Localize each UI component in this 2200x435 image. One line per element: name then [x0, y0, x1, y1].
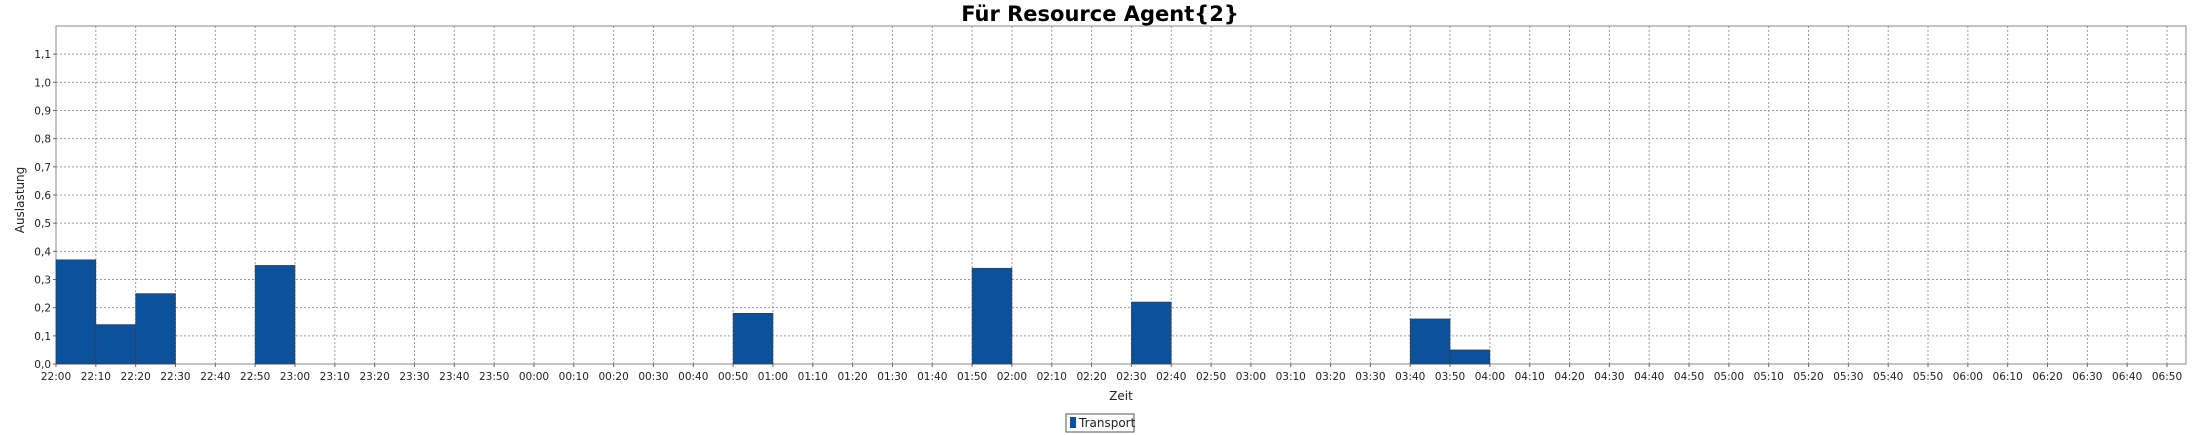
x-tick-label: 04:20 — [1554, 371, 1584, 383]
x-tick-label: 03:30 — [1355, 371, 1385, 383]
y-tick-label: 0,8 — [34, 134, 51, 146]
x-tick-label: 23:20 — [360, 371, 390, 383]
y-tick-label: 0,5 — [34, 218, 51, 230]
y-axis: 0,0 0,1 0,2 0,3 0,4 0,5 0,6 0,7 0,8 0,9 1,0 1,1 — [34, 49, 56, 371]
y-tick-label: 0,4 — [34, 246, 51, 258]
y-tick-label: 0,3 — [34, 275, 51, 287]
x-tick-label: 02:00 — [997, 371, 1027, 383]
bar — [95, 324, 136, 365]
y-tick-label: 0,1 — [34, 331, 51, 343]
x-tick-label: 02:20 — [1076, 371, 1106, 383]
x-tick-label: 04:00 — [1475, 371, 1505, 383]
bar — [971, 267, 1013, 365]
x-tick-label: 03:50 — [1435, 371, 1465, 383]
x-tick-label: 22:50 — [240, 371, 270, 383]
x-tick-label: 05:20 — [1793, 371, 1823, 383]
y-axis-title: Auslastung — [13, 167, 27, 234]
bar — [55, 259, 97, 365]
x-axis: 22:00 22:10 22:20 22:30 22:40 22:50 23:00 23:10… — [41, 364, 2182, 383]
x-tick-label: 22:30 — [160, 371, 190, 383]
x-tick-label: 05:10 — [1754, 371, 1784, 383]
x-tick-label: 01:40 — [917, 371, 947, 383]
y-tick-label: 1,1 — [34, 49, 51, 61]
x-tick-label: 03:10 — [1276, 371, 1306, 383]
x-tick-label: 01:50 — [957, 371, 987, 383]
bar — [1131, 301, 1172, 365]
x-tick-label: 02:30 — [1116, 371, 1146, 383]
x-tick-label: 04:10 — [1515, 371, 1545, 383]
x-tick-label: 04:30 — [1594, 371, 1624, 383]
x-tick-label: 05:00 — [1714, 371, 1744, 383]
legend: Transport — [1065, 413, 1136, 433]
x-tick-label: 05:50 — [1913, 371, 1943, 383]
y-tick-label: 0,2 — [34, 303, 51, 315]
y-tick-label: 0,7 — [34, 162, 51, 174]
x-tick-label: 00:20 — [598, 371, 628, 383]
legend-box — [1065, 413, 1135, 433]
x-tick-label: 01:10 — [798, 371, 828, 383]
x-tick-label: 03:00 — [1236, 371, 1266, 383]
legend-label: Transport — [1078, 416, 1136, 430]
x-tick-label: 23:50 — [479, 371, 509, 383]
x-tick-label: 22:10 — [81, 371, 111, 383]
chart-title: Für Resource Agent{2} — [961, 2, 1239, 26]
y-tick-label: 1,0 — [34, 77, 51, 89]
bar — [135, 293, 176, 365]
x-tick-label: 23:10 — [320, 371, 350, 383]
x-tick-label: 23:30 — [399, 371, 429, 383]
x-tick-label: 23:40 — [439, 371, 469, 383]
x-tick-label: 06:50 — [2152, 371, 2182, 383]
bar — [254, 265, 296, 365]
x-tick-label: 05:30 — [1833, 371, 1863, 383]
grid — [56, 26, 2186, 364]
bar — [1449, 349, 1491, 365]
x-tick-label: 03:20 — [1315, 371, 1345, 383]
x-tick-label: 01:20 — [837, 371, 867, 383]
x-tick-label: 01:30 — [877, 371, 907, 383]
x-tick-label: 06:20 — [2032, 371, 2062, 383]
x-axis-title: Zeit — [1109, 389, 1133, 403]
x-tick-label: 04:40 — [1634, 371, 1664, 383]
x-tick-label: 23:00 — [280, 371, 310, 383]
bars — [55, 259, 1491, 365]
legend-swatch — [1070, 417, 1076, 428]
x-tick-label: 00:10 — [559, 371, 589, 383]
x-tick-label: 03:40 — [1395, 371, 1425, 383]
x-tick-label: 22:00 — [41, 371, 71, 383]
x-tick-label: 06:10 — [1993, 371, 2023, 383]
x-tick-label: 01:00 — [758, 371, 788, 383]
x-tick-label: 05:40 — [1873, 371, 1903, 383]
x-tick-label: 06:00 — [1953, 371, 1983, 383]
x-tick-label: 00:40 — [678, 371, 708, 383]
x-tick-label: 02:50 — [1196, 371, 1226, 383]
x-tick-label: 00:30 — [638, 371, 668, 383]
y-tick-label: 0,6 — [34, 190, 51, 202]
x-tick-label: 06:30 — [2072, 371, 2102, 383]
x-tick-label: 02:40 — [1156, 371, 1186, 383]
bar — [732, 312, 774, 365]
x-tick-label: 22:20 — [121, 371, 151, 383]
y-tick-label: 0,0 — [34, 359, 51, 371]
x-tick-label: 22:40 — [200, 371, 230, 383]
x-tick-label: 04:50 — [1674, 371, 1704, 383]
bar — [1409, 318, 1451, 365]
x-tick-label: 00:00 — [519, 371, 549, 383]
x-tick-label: 06:40 — [2112, 371, 2142, 383]
x-tick-label: 02:10 — [1037, 371, 1067, 383]
x-tick-label: 00:50 — [718, 371, 748, 383]
y-tick-label: 0,9 — [34, 106, 51, 118]
